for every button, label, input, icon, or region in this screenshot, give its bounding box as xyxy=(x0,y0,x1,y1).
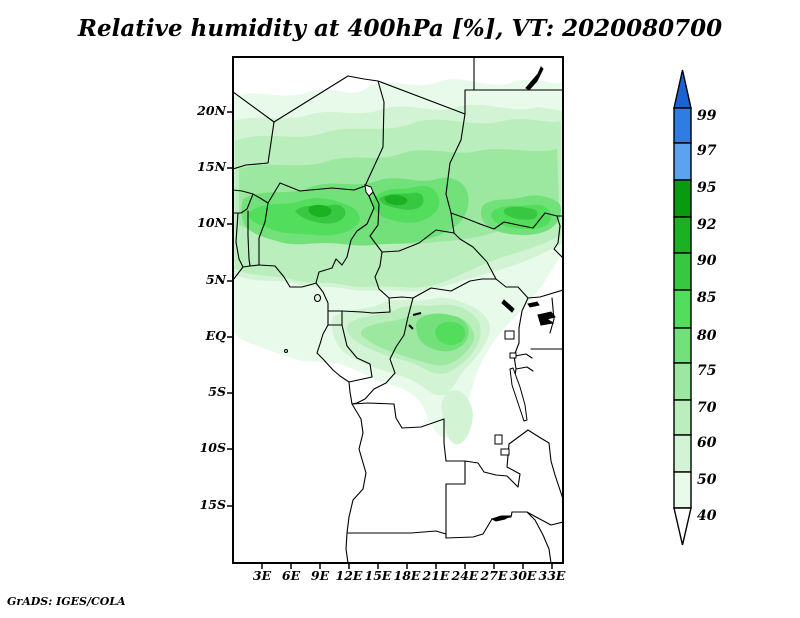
map-plot xyxy=(227,56,564,569)
colorbar-arrow-top xyxy=(673,69,692,109)
lake-albert xyxy=(501,299,515,313)
colorbar-label-80: 80 xyxy=(697,328,717,344)
lon-label-6e: 6E xyxy=(281,568,301,583)
lat-label-15s: 15S xyxy=(199,497,226,512)
map-frame xyxy=(232,56,564,564)
plot-title: Relative humidity at 400hPa [%], VT: 202… xyxy=(77,15,723,42)
colorbar-seg-95-97 xyxy=(673,142,692,181)
colorbar-label-92: 92 xyxy=(697,217,717,233)
lake-chad xyxy=(364,184,374,197)
colorbar-seg-92-95 xyxy=(673,179,692,218)
colorbar-seg-70-75 xyxy=(673,362,692,401)
colorbar-seg-90-92 xyxy=(673,216,692,254)
rh-fill-90-92 xyxy=(384,194,408,206)
lake-mweru xyxy=(494,434,503,445)
lake-kariba xyxy=(490,515,512,522)
colorbar-label-50: 50 xyxy=(697,472,717,488)
colorbar-label-97: 97 xyxy=(697,143,717,159)
lat-label-10n: 10N xyxy=(197,215,226,230)
lon-label-33e: 33E xyxy=(538,568,566,583)
colorbar-seg-75-80 xyxy=(673,327,692,364)
colorbar xyxy=(673,69,692,546)
lon-label-27e: 27E xyxy=(480,568,508,583)
lat-label-5s: 5S xyxy=(208,384,226,399)
lon-label-21e: 21E xyxy=(422,568,450,583)
rh-fill-90-92 xyxy=(308,204,332,217)
colorbar-label-99: 99 xyxy=(697,108,717,124)
lake-kivu xyxy=(509,352,517,359)
lake-victoria xyxy=(537,311,556,326)
lat-label-5n: 5N xyxy=(205,272,226,287)
map-interior xyxy=(233,57,563,563)
lon-label-30e: 30E xyxy=(509,568,537,583)
lon-label-18e: 18E xyxy=(393,568,421,583)
lon-label-3e: 3E xyxy=(252,568,272,583)
colorbar-label-40: 40 xyxy=(697,508,717,524)
lon-label-24e: 24E xyxy=(451,568,479,583)
rh-fill-50-60 xyxy=(441,390,473,445)
colorbar-label-70: 70 xyxy=(697,400,717,416)
rh-fill-80-85 xyxy=(435,321,465,346)
colorbar-seg-97-99 xyxy=(673,107,692,144)
lat-label-20n: 20N xyxy=(197,103,226,118)
rh-shaded-field xyxy=(233,79,563,445)
lakes xyxy=(364,66,556,522)
lake-nasser xyxy=(525,66,544,91)
lake-edward xyxy=(504,330,515,340)
lon-label-9e: 9E xyxy=(310,568,330,583)
lake-kyoga xyxy=(527,301,540,308)
colorbar-seg-80-85 xyxy=(673,289,692,329)
colorbar-label-85: 85 xyxy=(697,290,717,306)
axis-ticks xyxy=(227,111,553,569)
lat-label-eq: EQ xyxy=(205,328,226,343)
colorbar-seg-85-90 xyxy=(673,252,692,291)
colorbar-label-75: 75 xyxy=(697,363,717,379)
lat-label-15n: 15N xyxy=(197,159,226,174)
lat-ticks xyxy=(227,111,233,507)
colorbar-label-90: 90 xyxy=(697,253,717,269)
rh-fill-85-90 xyxy=(503,206,538,220)
colorbar-arrow-bottom xyxy=(673,507,692,546)
lon-label-12e: 12E xyxy=(335,568,363,583)
lake-bangweulu xyxy=(500,448,510,456)
lake-tanganyika xyxy=(509,367,528,422)
colorbar-label-60: 60 xyxy=(697,435,717,451)
colorbar-seg-40-50 xyxy=(673,471,692,509)
colorbar-seg-50-60 xyxy=(673,434,692,473)
lon-ticks xyxy=(261,563,553,569)
lon-label-15e: 15E xyxy=(364,568,392,583)
colorbar-seg-60-70 xyxy=(673,399,692,436)
congo-lakes xyxy=(408,312,422,330)
lat-label-10s: 10S xyxy=(199,440,226,455)
grads-credit: GrADS: IGES/COLA xyxy=(7,595,126,608)
colorbar-label-95: 95 xyxy=(697,180,717,196)
